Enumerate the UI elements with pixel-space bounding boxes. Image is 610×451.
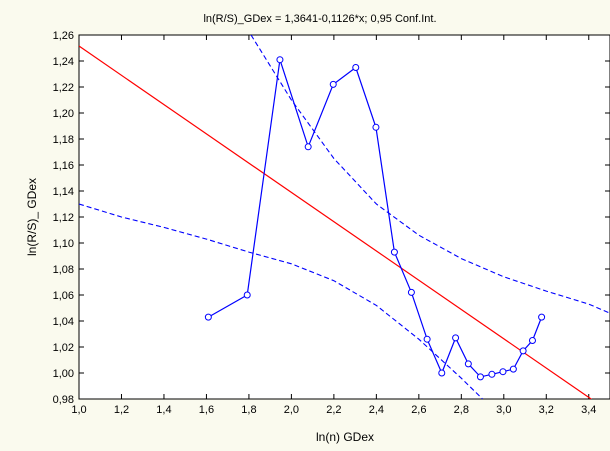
y-tick-label: 0,98 [53,394,74,406]
y-tick-label: 1,20 [53,108,74,120]
y-tick-label: 1,04 [53,316,74,328]
y-tick-label: 1,22 [53,82,74,94]
chart-title: ln(R/S)_GDex = 1,3641-0,1126*x; 0,95 Con… [203,13,436,25]
confidence-band-lower [79,203,483,399]
x-tick-label: 3,0 [496,404,511,416]
x-tick-label: 3,2 [539,404,554,416]
data-point [243,291,251,299]
series-layer [79,35,610,399]
data-point [499,368,507,376]
x-tick-label: 2,6 [411,404,426,416]
x-tick-label: 1,2 [114,404,129,416]
data-point [488,370,496,378]
y-tick-label: 1,08 [53,264,74,276]
data-point [352,64,360,71]
x-tick-label: 1,6 [199,404,214,416]
x-tick-label: 1,0 [71,404,86,416]
data-point [519,347,527,355]
x-tick-label: 1,4 [156,404,171,416]
x-axis-label: ln(n) GDex [316,430,374,444]
data-point [464,360,472,368]
data-point [372,123,380,131]
data-point [329,80,337,88]
data-point [407,288,415,296]
y-tick-label: 1,00 [53,368,74,380]
y-tick-label: 1,06 [53,290,74,302]
y-axis-label: ln(R/S)_ GDex [25,178,39,256]
y-tick-label: 1,14 [53,186,74,198]
x-tick-label: 2,8 [454,404,469,416]
y-tick-label: 1,02 [53,342,74,354]
y-tick-label: 1,12 [53,212,74,224]
data-point [423,335,431,343]
clipped-series [79,35,610,399]
x-tick-label: 2,0 [284,404,299,416]
y-tick-label: 1,26 [53,30,74,42]
data-point [438,369,446,377]
data-point [452,334,460,342]
y-tick-label: 1,24 [53,56,74,68]
x-tick-label: 3,4 [581,404,596,416]
y-tick-label: 1,16 [53,160,74,172]
x-tick-label: 1,8 [241,404,256,416]
plot-area [78,34,610,400]
y-tick-label: 1,10 [53,238,74,250]
data-point [304,143,312,151]
y-tick-label: 1,18 [53,134,74,146]
data-point [204,313,212,321]
data-point [276,56,284,64]
data-point [528,337,536,344]
data-point [390,248,398,256]
data-point [538,313,546,321]
confidence-band-upper [250,35,610,314]
axis-ticks: 1,0 1,2 1,4 1,6 1,8 2,0 2,2 2,4 2,6 2,8 3,0 3,2 3,4 0… [53,30,610,416]
data-point [509,365,517,373]
x-tick-label: 2,2 [326,404,341,416]
data-point [476,373,484,381]
x-tick-label: 2,4 [369,404,384,416]
